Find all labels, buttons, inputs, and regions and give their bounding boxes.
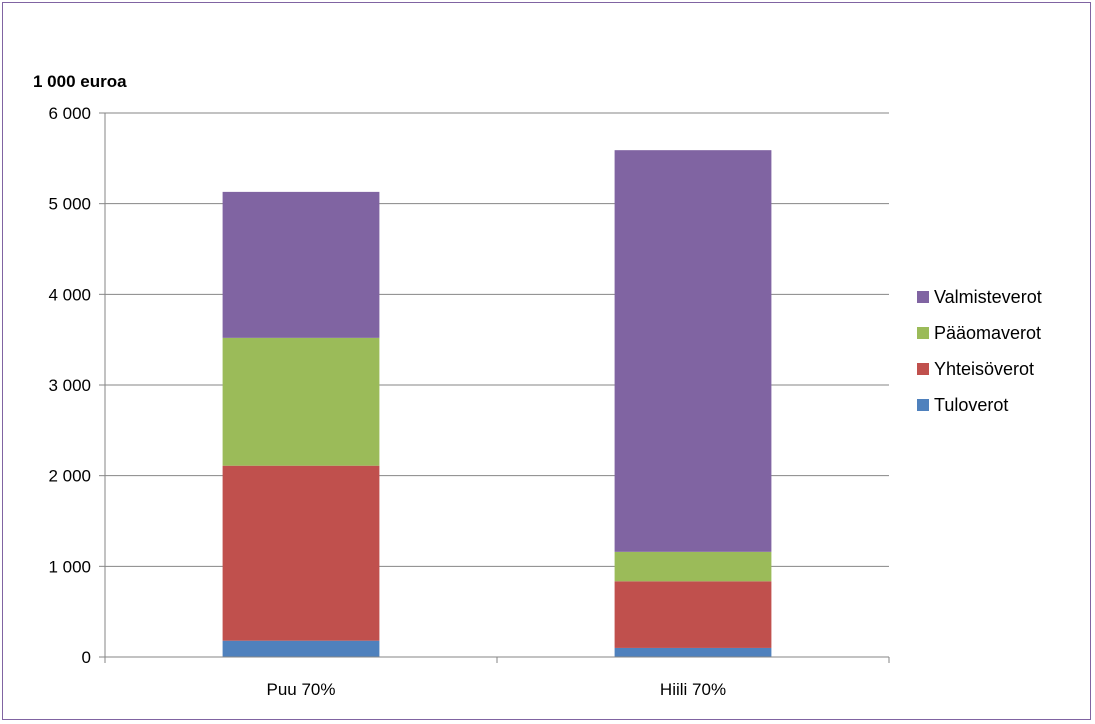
- legend-label: Tuloverot: [934, 395, 1008, 415]
- bar-segment-tuloverot: [614, 647, 772, 657]
- bar-segment-valmisteverot: [222, 191, 380, 338]
- x-category-label: Puu 70%: [267, 680, 336, 699]
- legend: Valmisteverot Pääomaverot Yhteisöverot Tulo…: [917, 287, 1042, 415]
- y-tick-label: 1 000: [48, 557, 91, 576]
- bar-segment-yhteisöverot: [222, 465, 380, 641]
- y-tick-label: 3 000: [48, 376, 91, 395]
- y-tick-label: 6 000: [48, 104, 91, 123]
- bar-segment-tuloverot: [222, 640, 380, 657]
- y-unit-label: 1 000 euroa: [33, 72, 127, 91]
- axes: 0 1 000 2 000 3 000 4 000 5 000 6 000 Puu 70% Hi…: [48, 104, 890, 699]
- legend-swatch: [917, 327, 929, 339]
- legend-swatch: [917, 399, 929, 411]
- stacked-bar-chart: 0 1 000 2 000 3 000 4 000 5 000 6 000 Puu 70% Hi…: [33, 72, 1042, 699]
- bars: [222, 150, 772, 657]
- y-tick-label: 0: [82, 648, 91, 667]
- legend-swatch: [917, 291, 929, 303]
- y-tick-label: 4 000: [48, 285, 91, 304]
- legend-label: Yhteisöverot: [934, 359, 1034, 379]
- x-category-label: Hiili 70%: [660, 680, 726, 699]
- bar-segment-yhteisöverot: [614, 581, 772, 648]
- legend-label: Pääomaverot: [934, 323, 1041, 343]
- bar-segment-pääomaverot: [614, 551, 772, 582]
- y-tick-label: 2 000: [48, 467, 91, 486]
- y-tick-label: 5 000: [48, 195, 91, 214]
- legend-swatch: [917, 363, 929, 375]
- legend-label: Valmisteverot: [934, 287, 1042, 307]
- bar-segment-pääomaverot: [222, 337, 380, 466]
- bar-segment-valmisteverot: [614, 150, 772, 552]
